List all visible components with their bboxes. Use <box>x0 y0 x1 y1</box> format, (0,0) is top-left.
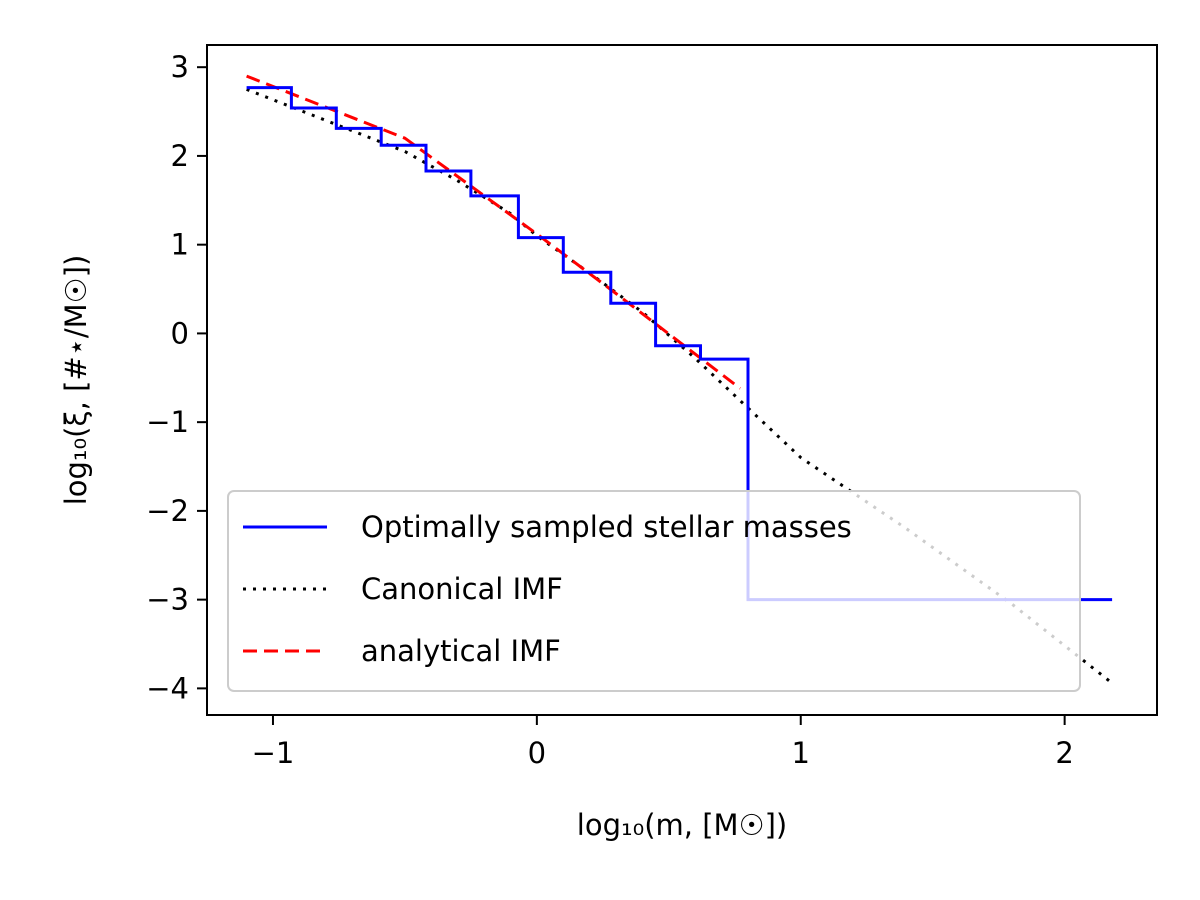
y-tick-label: 1 <box>171 228 189 262</box>
legend-label: analytical IMF <box>361 634 561 668</box>
series-line-analytical-imf <box>246 74 742 390</box>
series-line-optimally-sampled-stellar-masses <box>246 86 1113 602</box>
y-tick-label: −1 <box>146 405 189 439</box>
y-tick-label: −4 <box>146 671 189 705</box>
x-tick-label: 1 <box>792 736 810 770</box>
y-tick-label: −3 <box>146 583 189 617</box>
plot-lines <box>246 74 1114 685</box>
y-tick-label: 0 <box>171 316 189 350</box>
legend-box <box>227 490 1081 692</box>
x-tick-label: 2 <box>1055 736 1073 770</box>
x-tick-label: −1 <box>252 736 295 770</box>
x-axis-label: log₁₀(m, [M☉]) <box>577 808 787 842</box>
y-tick-label: 2 <box>171 139 189 173</box>
series-line-canonical-imf <box>246 88 1114 685</box>
plot-frame <box>206 44 1158 716</box>
legend-label: Canonical IMF <box>361 572 563 606</box>
x-tick-label: 0 <box>528 736 546 770</box>
y-axis-label: log₁₀(ξ, [#⋆/M☉]) <box>59 255 93 506</box>
y-tick-label: 3 <box>171 50 189 84</box>
legend: Optimally sampled stellar masses Canonica… <box>227 490 1081 692</box>
legend-label: Optimally sampled stellar masses <box>361 510 852 544</box>
axis-ticks: −1 0 1 2 3 2 1 0 −1 −2 −3 −4 <box>146 50 1074 770</box>
y-tick-label: −2 <box>146 494 189 528</box>
